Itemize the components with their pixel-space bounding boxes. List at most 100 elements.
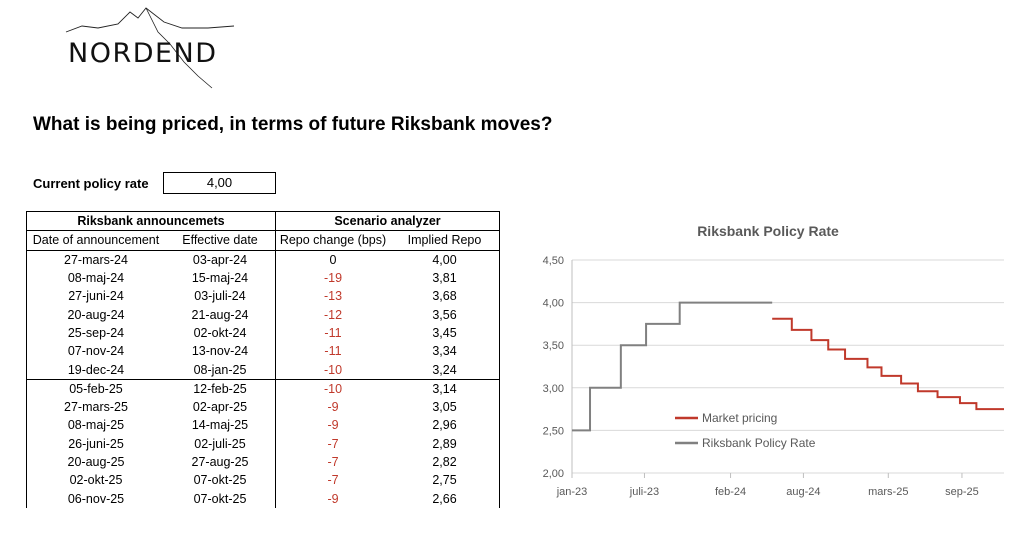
effective-date-cell: 07-okt-25 — [193, 473, 247, 488]
effective-date-cell: 08-jan-25 — [193, 362, 247, 377]
effective-date-cell: 14-maj-25 — [191, 418, 249, 433]
effective-date-cell: 03-juli-24 — [194, 289, 246, 304]
scenario-table: Riksbank announcemets Scenario analyzer … — [26, 210, 500, 508]
chart-title: Riksbank Policy Rate — [697, 223, 839, 239]
repo-change-cell[interactable]: -9 — [275, 489, 390, 508]
series-line-riksbank-policy-rate — [572, 301, 773, 432]
repo-change-cell[interactable]: -13 — [275, 287, 390, 306]
table-row: 25-sep-24 02-okt-24 -11 3,45 — [26, 323, 500, 343]
table-row: 02-okt-25 07-okt-25 -7 2,75 — [26, 471, 500, 490]
repo-change-cell[interactable]: -10 — [275, 360, 390, 380]
effective-date-cell: 27-aug-25 — [191, 455, 249, 469]
y-tick-label: 4,50 — [543, 255, 564, 267]
effective-date-cell: 03-apr-24 — [192, 252, 248, 267]
announcement-date-cell: 08-maj-24 — [26, 268, 165, 288]
page-title: What is being priced, in terms of future… — [33, 114, 553, 135]
effective-date-cell: 02-apr-25 — [192, 400, 248, 415]
repo-change-cell[interactable]: -11 — [275, 342, 390, 361]
implied-repo-cell: 3,81 — [390, 268, 500, 288]
repo-change-cell[interactable]: -10 — [275, 378, 390, 398]
repo-change-cell[interactable]: -7 — [275, 452, 390, 472]
repo-change-cell[interactable]: -12 — [275, 305, 390, 324]
implied-repo-cell: 3,05 — [390, 397, 500, 417]
group-header-announcements: Riksbank announcemets — [26, 210, 276, 232]
implied-repo-cell: 3,34 — [390, 342, 500, 361]
implied-repo-cell: 4,00 — [390, 250, 500, 269]
repo-change-cell[interactable]: -19 — [275, 268, 390, 288]
table-row: 26-juni-25 02-juli-25 -7 2,89 — [26, 434, 500, 453]
announcement-date-cell: 20-aug-24 — [26, 305, 165, 324]
announcement-date-cell: 08-maj-25 — [26, 416, 165, 435]
table-row: 05-feb-25 12-feb-25 -10 3,14 — [26, 378, 500, 398]
implied-repo-cell: 3,45 — [390, 323, 500, 343]
table-row: 27-mars-24 03-apr-24 0 4,00 — [26, 250, 500, 269]
nordend-logo — [65, 7, 235, 89]
current-policy-label: Current policy rate — [33, 176, 149, 191]
announcement-date-cell: 27-mars-24 — [26, 250, 165, 269]
table-row: 06-nov-25 07-okt-25 -9 2,66 — [26, 489, 500, 508]
implied-repo-cell: 3,14 — [390, 378, 500, 398]
implied-repo-cell: 3,56 — [390, 305, 500, 324]
announcement-date-cell: 07-nov-24 — [26, 342, 165, 361]
x-tick-label: aug-24 — [786, 486, 820, 498]
col-header-effective-date: Effective date — [165, 230, 276, 251]
policy-rate-chart: Riksbank Policy Rate 2,00 2,50 3,00 3,50 4,00… — [543, 223, 1004, 498]
announcement-date-cell: 26-juni-25 — [26, 434, 165, 453]
x-tick-label: sep-25 — [945, 486, 979, 498]
effective-date-cell: 07-okt-25 — [193, 491, 247, 506]
implied-repo-cell: 2,96 — [390, 416, 500, 435]
announcement-date-cell: 05-feb-25 — [26, 378, 165, 398]
repo-change-cell[interactable]: 0 — [275, 250, 390, 269]
announcement-date-cell: 06-nov-25 — [26, 489, 165, 508]
effective-date-cell: 02-juli-25 — [194, 436, 246, 451]
table-row: 20-aug-25 27-aug-25 -7 2,82 — [26, 452, 500, 472]
effective-date-cell: 21-aug-24 — [191, 307, 249, 322]
effective-date-cell: 13-nov-24 — [191, 344, 249, 359]
col-header-implied-repo: Implied Repo — [390, 230, 500, 251]
table-row: 27-juni-24 03-juli-24 -13 3,68 — [26, 287, 500, 306]
repo-change-cell[interactable]: -7 — [275, 434, 390, 453]
x-tick-label: feb-24 — [715, 486, 746, 498]
repo-change-cell[interactable]: -9 — [275, 416, 390, 435]
x-tick-label: jan-23 — [556, 486, 588, 498]
announcement-date-cell: 27-juni-24 — [26, 287, 165, 306]
announcement-date-cell: 25-sep-24 — [26, 323, 165, 343]
effective-date-cell: 02-okt-24 — [193, 325, 247, 340]
repo-change-cell[interactable]: -7 — [275, 471, 390, 490]
announcement-date-cell: 02-okt-25 — [26, 471, 165, 490]
table-row: 27-mars-25 02-apr-25 -9 3,05 — [26, 397, 500, 417]
legend-label: Riksbank Policy Rate — [702, 436, 816, 450]
col-header-repo-change: Repo change (bps) — [275, 230, 390, 251]
legend-label: Market pricing — [702, 411, 777, 425]
implied-repo-cell: 3,24 — [390, 360, 500, 380]
group-header-scenario: Scenario analyzer — [275, 210, 500, 232]
current-policy-value[interactable]: 4,00 — [163, 172, 276, 194]
y-tick-label: 3,00 — [543, 383, 564, 395]
col-header-announcement-date: Date of announcement — [26, 230, 165, 251]
implied-repo-cell: 3,68 — [390, 287, 500, 306]
y-tick-label: 2,50 — [543, 425, 564, 437]
table-row: 07-nov-24 13-nov-24 -11 3,34 — [26, 342, 500, 361]
implied-repo-cell: 2,66 — [390, 489, 500, 508]
y-tick-label: 3,50 — [543, 340, 564, 352]
announcement-date-cell: 20-aug-25 — [26, 452, 165, 472]
implied-repo-cell: 2,75 — [390, 471, 500, 490]
repo-change-cell[interactable]: -11 — [275, 323, 390, 343]
effective-date-cell: 12-feb-25 — [165, 378, 276, 398]
repo-change-cell[interactable]: -9 — [275, 397, 390, 417]
x-tick-label: mars-25 — [868, 486, 908, 498]
announcement-date-cell: 27-mars-25 — [26, 397, 165, 417]
table-row: 08-maj-24 15-maj-24 -19 3,81 — [26, 268, 500, 288]
y-tick-label: 2,00 — [543, 468, 564, 480]
logo-text: NORDEND — [68, 38, 218, 69]
implied-repo-cell: 2,89 — [390, 434, 500, 453]
implied-repo-cell: 2,82 — [390, 452, 500, 472]
y-tick-label: 4,00 — [543, 298, 564, 310]
table-row: 08-maj-25 14-maj-25 -9 2,96 — [26, 416, 500, 435]
x-tick-label: juli-23 — [629, 486, 659, 498]
effective-date-cell: 15-maj-24 — [191, 271, 249, 286]
series-line-market-pricing — [772, 317, 1004, 411]
announcement-date-cell: 19-dec-24 — [26, 360, 165, 380]
table-row: 20-aug-24 21-aug-24 -12 3,56 — [26, 305, 500, 324]
table-row: 19-dec-24 08-jan-25 -10 3,24 — [26, 360, 500, 380]
